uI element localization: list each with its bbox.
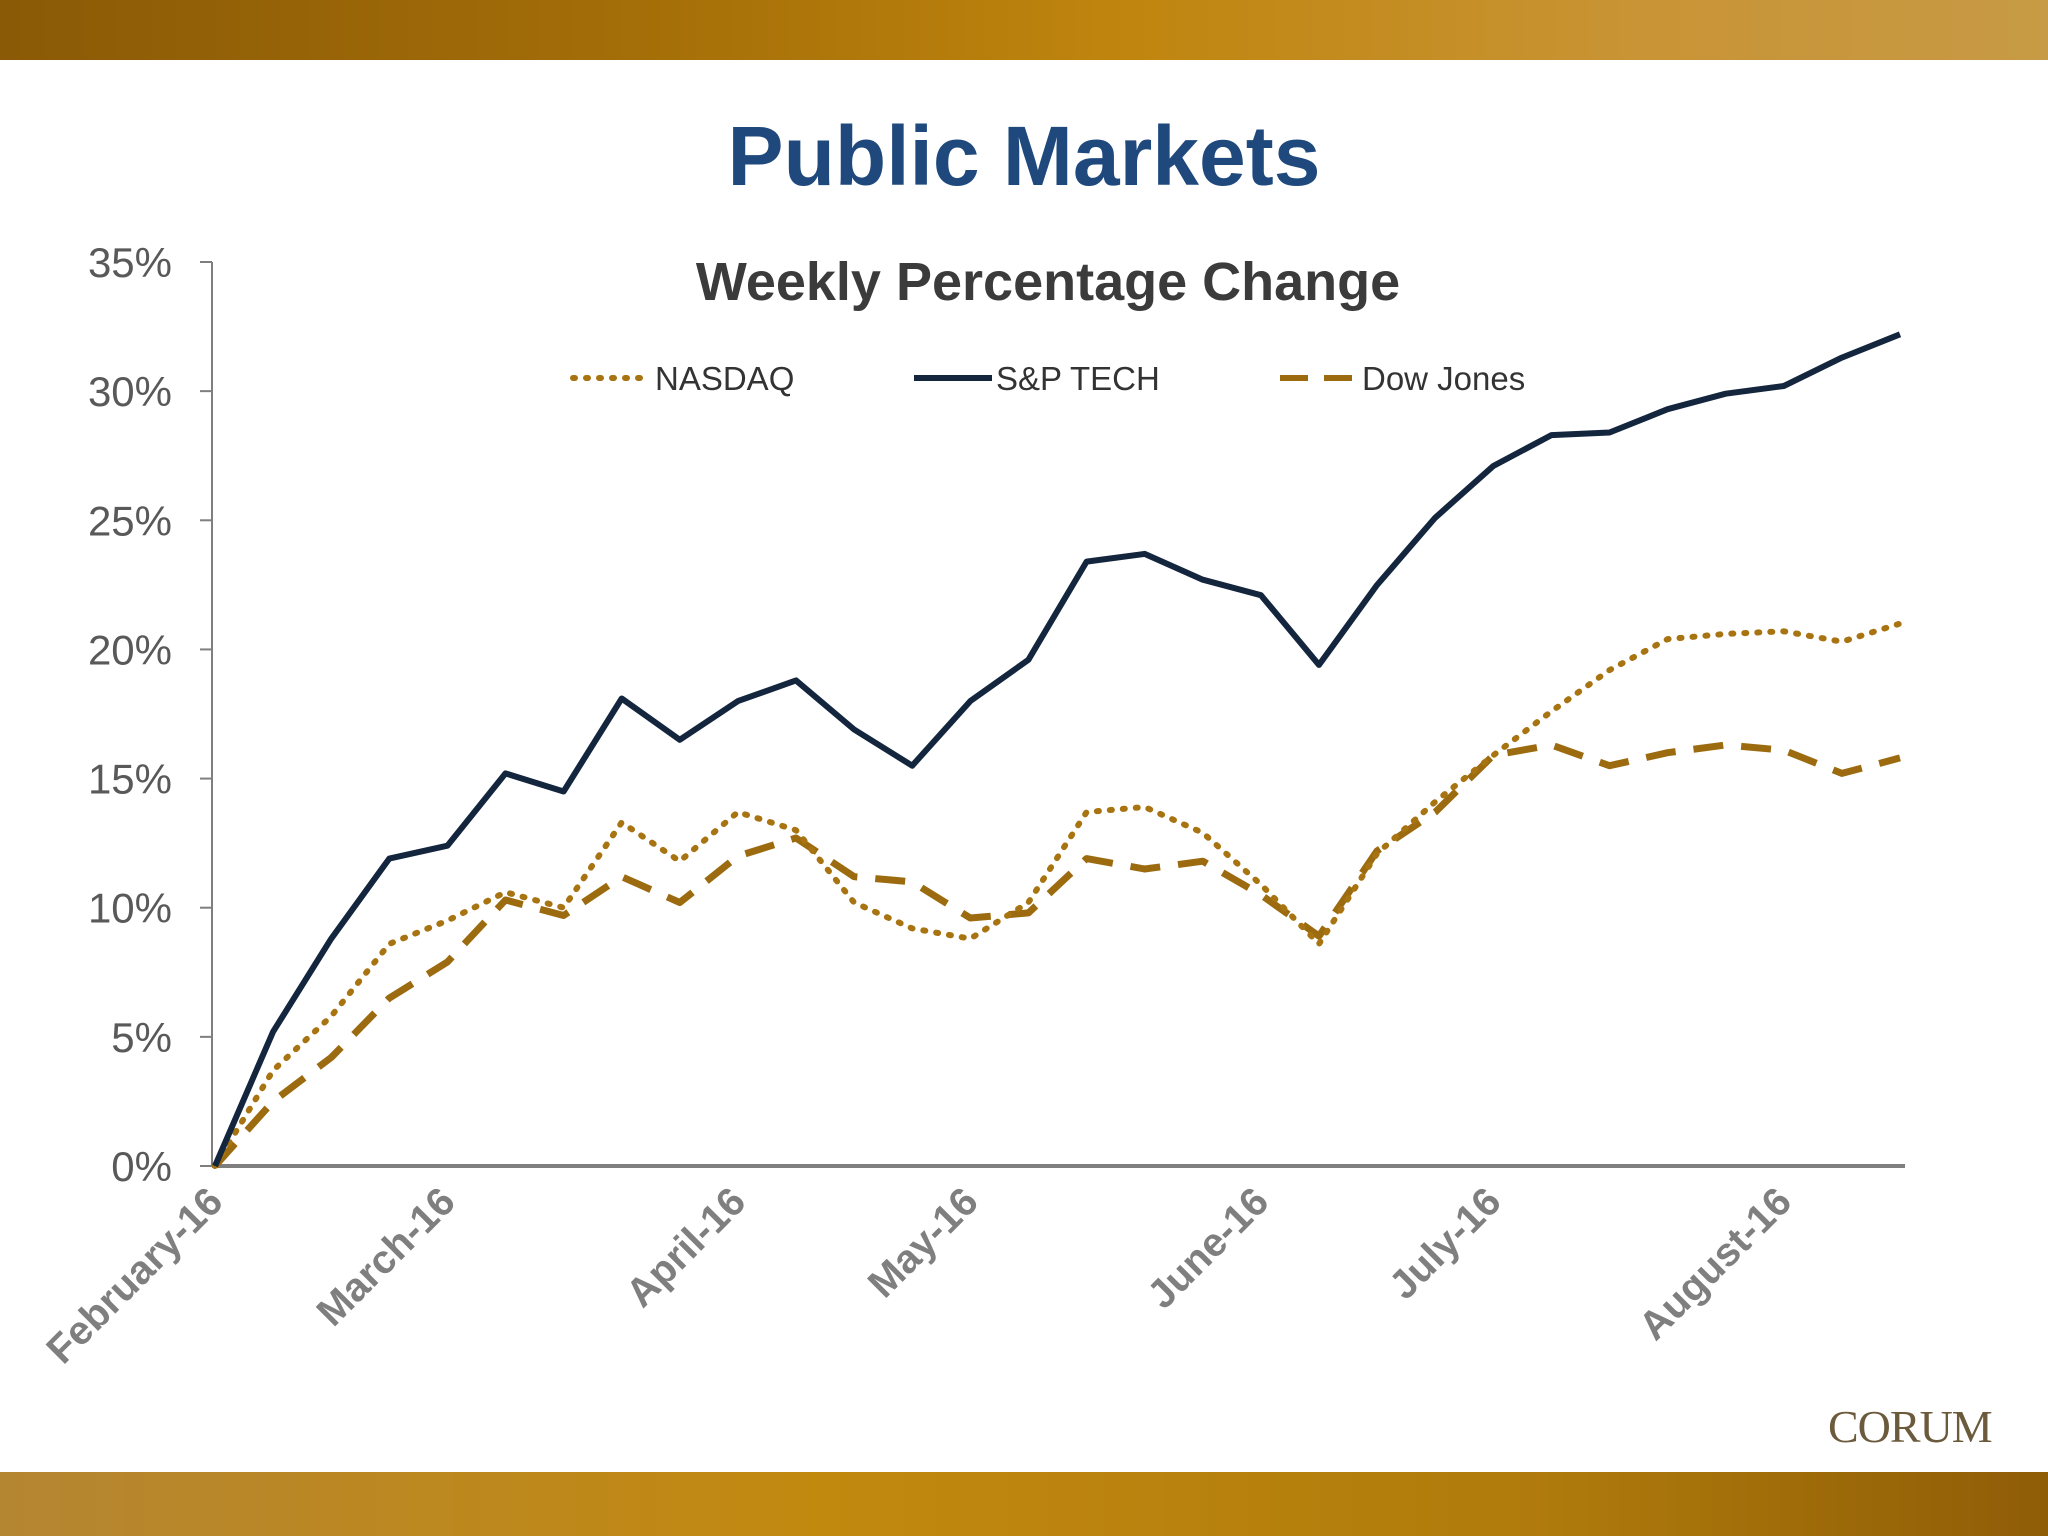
series-line-dow-jones bbox=[212, 741, 1901, 1169]
legend-label: S&P TECH bbox=[996, 360, 1160, 397]
x-tick-label: March-16 bbox=[308, 1179, 463, 1334]
series-line-s-p-tech bbox=[212, 331, 1902, 1168]
line-chart: 0% 5% 10% 15% 20% 25% 30% 35% February-16 March-… bbox=[38, 239, 1905, 1372]
y-tick-label: 15% bbox=[88, 756, 172, 803]
x-tick-label: April-16 bbox=[618, 1179, 754, 1315]
y-tick-label: 30% bbox=[88, 368, 172, 415]
x-tick-label: May-16 bbox=[860, 1179, 987, 1306]
y-tick-label: 35% bbox=[88, 239, 172, 286]
slide-title: Public Markets bbox=[727, 109, 1321, 203]
x-tick-label: June-16 bbox=[1139, 1179, 1277, 1317]
y-tick-label: 0% bbox=[111, 1143, 172, 1190]
corum-logo: CORUM bbox=[1828, 1401, 1993, 1452]
chart-title: Weekly Percentage Change bbox=[696, 252, 1400, 312]
legend-label: NASDAQ bbox=[655, 360, 794, 397]
legend-label: Dow Jones bbox=[1362, 360, 1525, 397]
x-axis: February-16 March-16 April-16 May-16 June-16… bbox=[38, 1164, 1905, 1372]
y-tick-label: 5% bbox=[111, 1014, 172, 1061]
x-tick-label: August-16 bbox=[1631, 1179, 1800, 1348]
series-line-nasdaq bbox=[212, 620, 1903, 1169]
top-banner bbox=[0, 0, 2048, 60]
y-tick-label: 20% bbox=[88, 626, 172, 673]
y-axis: 0% 5% 10% 15% 20% 25% 30% 35% bbox=[88, 239, 213, 1190]
y-tick-label: 10% bbox=[88, 885, 172, 932]
x-tick-label: July-16 bbox=[1381, 1179, 1510, 1308]
bottom-banner bbox=[0, 1472, 2048, 1536]
plot-area bbox=[212, 331, 1903, 1169]
chart-legend: NASDAQ S&P TECH Dow Jones bbox=[570, 360, 1525, 397]
y-tick-label: 25% bbox=[88, 497, 172, 544]
x-tick-label: February-16 bbox=[38, 1179, 231, 1372]
